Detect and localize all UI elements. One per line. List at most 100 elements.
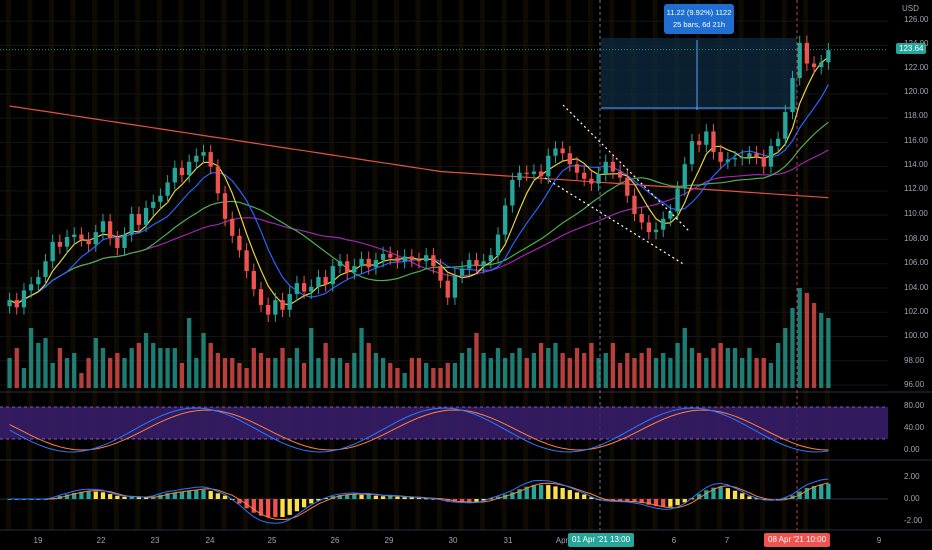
volume-bar (452, 363, 458, 388)
macd-histogram-bar (107, 494, 113, 499)
volume-bar (72, 353, 77, 388)
price-tick: 126.00 (904, 15, 929, 24)
candle-body (345, 261, 350, 273)
macd-histogram-bar (661, 499, 666, 507)
volume-bar (172, 348, 177, 388)
macd-histogram-bar (208, 490, 213, 499)
candle-body (768, 146, 774, 167)
price-tick: 96.00 (904, 380, 925, 389)
macd-histogram-bar (574, 492, 580, 499)
crosshair-time-label-left: 01 Apr '21 13:00 (568, 533, 635, 547)
session-shade (630, 0, 636, 530)
candle-body (165, 182, 170, 196)
volume-bar (79, 373, 84, 388)
volume-bar (309, 328, 314, 388)
session-shade (92, 0, 98, 530)
volume-bar (775, 343, 781, 388)
candle-body (775, 138, 781, 147)
candle-body (251, 270, 256, 290)
session-shade (652, 0, 658, 530)
candle-body (93, 232, 98, 245)
volume-bar (294, 348, 300, 388)
session-shade (609, 0, 615, 530)
candle-body (431, 255, 436, 267)
candle-body (574, 164, 580, 173)
session-shade (458, 0, 464, 530)
candle-body (273, 300, 278, 315)
volume-bar (201, 333, 206, 388)
macd-histogram-bar (538, 484, 544, 499)
volume-bar (402, 373, 407, 388)
macd-histogram-bar (280, 499, 285, 517)
price-tick: 120.00 (904, 87, 929, 96)
volume-bar (718, 343, 723, 388)
candle-body (531, 171, 537, 174)
macd-histogram-bar (172, 492, 177, 499)
candle-body (366, 258, 371, 268)
candle-body (754, 153, 759, 157)
time-tick: 9 (876, 536, 882, 545)
price-tick: 114.00 (904, 160, 928, 169)
volume-bar (488, 358, 493, 388)
candle-body (36, 277, 41, 285)
volume-bar (610, 343, 616, 388)
session-shade (307, 0, 313, 530)
candle-body (653, 229, 659, 233)
session-shade (221, 0, 227, 530)
time-tick: 29 (384, 536, 394, 545)
candle-body (495, 234, 501, 256)
macd-histogram-bar (273, 499, 278, 517)
session-shade (199, 0, 205, 530)
candle-body (804, 42, 810, 64)
volume-bar (804, 293, 810, 388)
volume-bar (696, 353, 702, 388)
session-shade (803, 0, 809, 530)
time-tick: 31 (503, 536, 513, 545)
candle-body (107, 221, 113, 239)
stoch-d-line (9, 409, 829, 451)
stoch-tick: 80.00 (904, 401, 925, 410)
macd-histogram-bar (129, 496, 134, 499)
candle-body (57, 241, 63, 247)
volume-bar (617, 363, 623, 388)
macd-histogram-bar (143, 497, 149, 499)
session-shade (544, 0, 550, 530)
macd-histogram-bar (373, 495, 379, 499)
volume-bar (424, 363, 429, 388)
volume-bar (653, 358, 659, 388)
macd-histogram-bar (747, 496, 752, 499)
measure-tooltip[interactable]: 11.22 (9.92%) 1122 25 bars, 6d 21h (664, 4, 734, 34)
candle-body (79, 234, 84, 240)
session-shade (156, 0, 162, 530)
volume-bar (546, 348, 551, 388)
macd-histogram-bar (754, 498, 759, 500)
candle-body (696, 141, 702, 145)
macd-histogram-bar (222, 495, 228, 499)
candle-body (86, 239, 91, 245)
volume-bar (143, 333, 149, 388)
volume-bar (682, 328, 687, 388)
candle-body (136, 213, 142, 225)
volume-bar (251, 348, 256, 388)
volume-bar (86, 358, 91, 388)
volume-bar (107, 358, 113, 388)
volume-bar (258, 353, 264, 388)
volume-bar (603, 353, 608, 388)
session-shade (760, 0, 766, 530)
macd-histogram-bar (201, 489, 206, 499)
candle-body (617, 171, 623, 178)
macd-histogram-bar (811, 486, 817, 499)
candle-body (704, 131, 709, 145)
macd-histogram-bar (50, 497, 55, 499)
macd-histogram-bar (510, 492, 515, 499)
macd-histogram-bar (395, 496, 400, 499)
volume-bar (28, 328, 34, 388)
macd-histogram-bar (804, 487, 810, 499)
volume-bar (345, 363, 350, 388)
candle-body (747, 153, 752, 157)
macd-histogram-bar (725, 488, 731, 499)
volume-bar (517, 348, 522, 388)
session-shade (566, 0, 572, 530)
candle-body (689, 141, 695, 165)
